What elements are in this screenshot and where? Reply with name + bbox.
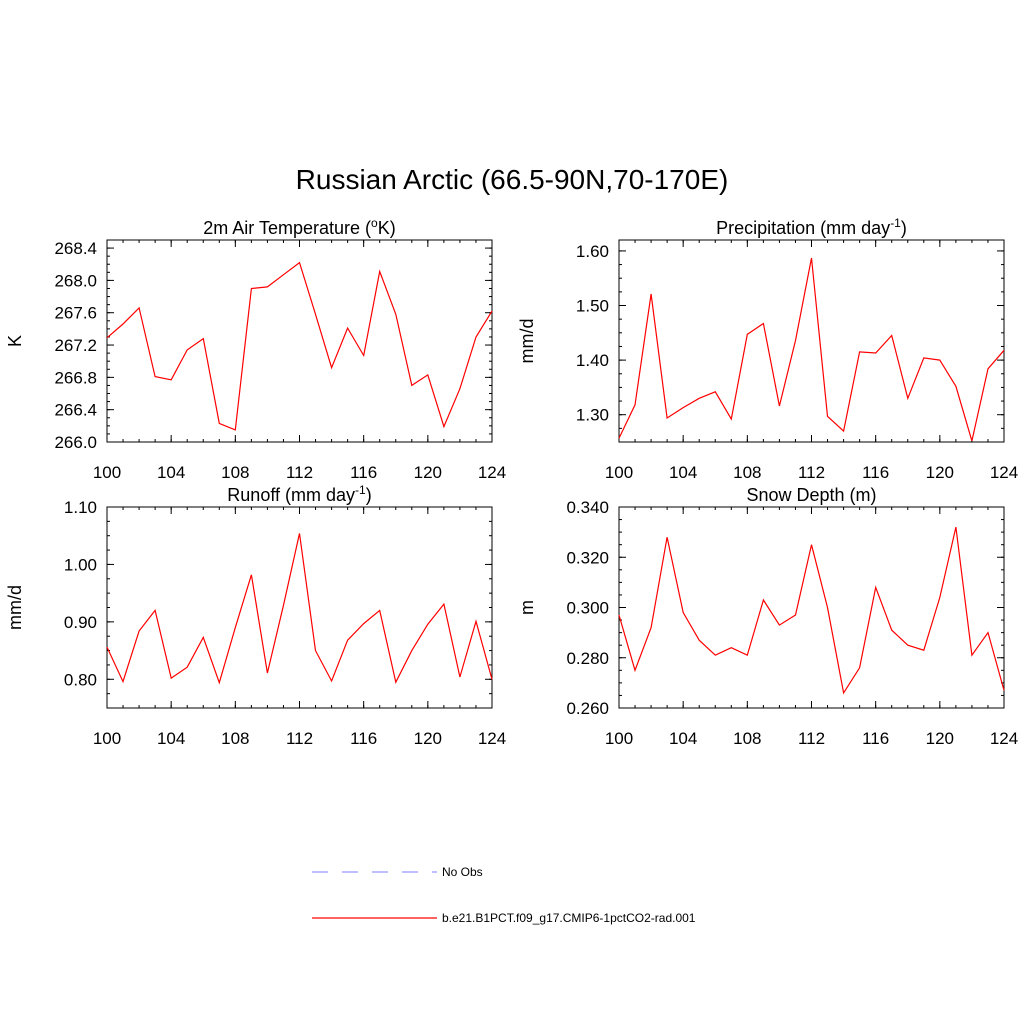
y-tick-label: 266.8: [54, 368, 97, 387]
panel-title: 2m Air Temperature (oK): [203, 216, 395, 238]
x-tick-label: 120: [926, 463, 954, 482]
panel-precipitation: 100 104 108 112 116 120 124 1.30 1.40 1.50 1.60 mm/…: [517, 216, 1018, 482]
panel-air-temperature: 100 104 108 112 116 120 124 266.0 266.4 266.8 267.…: [5, 216, 506, 482]
series-line: [106, 261, 493, 431]
y-tick-label: 0.320: [566, 548, 609, 567]
x-tick-label: 100: [93, 729, 121, 748]
panel-title: Precipitation (mm day-1): [716, 216, 907, 238]
panel-runoff: 100 104 108 112 116 120 124 0.80 0.90 1.00 1.10 mm/…: [5, 483, 506, 748]
panel-title: Snow Depth (m): [746, 485, 876, 505]
y-tick-label: 0.280: [566, 649, 609, 668]
x-tick-label: 124: [990, 729, 1018, 748]
panel-title: Runoff (mm day-1): [227, 483, 371, 505]
y-tick-label: 1.00: [64, 555, 97, 574]
x-tick-label: 120: [414, 463, 442, 482]
x-tick-label: 124: [990, 463, 1018, 482]
y-tick-label: 1.40: [576, 351, 609, 370]
y-tick-label: 268.4: [54, 239, 97, 258]
y-tick-label: 0.340: [566, 498, 609, 517]
y-tick-label: 1.10: [64, 498, 97, 517]
x-tick-label: 124: [478, 463, 506, 482]
plot-frame: [106, 239, 493, 443]
series-line: [106, 533, 493, 685]
y-tick-label: 0.260: [566, 699, 609, 718]
x-tick-label: 112: [286, 463, 313, 482]
x-tick-label: 100: [605, 729, 633, 748]
legend-item: No Obs: [312, 865, 483, 879]
figure-title: Russian Arctic (66.5-90N,70-170E): [295, 164, 729, 195]
y-tick-label: 267.6: [54, 304, 97, 323]
x-tick-label: 116: [350, 729, 377, 748]
x-tick-label: 120: [414, 729, 442, 748]
legend-label: No Obs: [442, 865, 483, 879]
x-tick-label: 108: [221, 729, 249, 748]
x-tick-label: 100: [605, 463, 633, 482]
y-tick-label: 268.0: [54, 271, 97, 290]
y-axis-label: K: [5, 335, 25, 347]
y-tick-label: 1.30: [576, 406, 609, 425]
y-axis-label: m: [517, 600, 537, 615]
y-tick-label: 267.2: [54, 336, 97, 355]
y-tick-label: 1.50: [576, 297, 609, 316]
y-tick-label: 266.4: [54, 401, 97, 420]
legend-label: b.e21.B1PCT.f09_g17.CMIP6-1pctCO2-rad.00…: [442, 911, 696, 925]
y-axis-label: mm/d: [5, 585, 25, 630]
plot-frame: [618, 506, 1005, 709]
y-tick-label: 266.0: [54, 433, 97, 452]
x-tick-label: 112: [798, 729, 825, 748]
x-tick-label: 112: [798, 463, 825, 482]
x-tick-label: 104: [669, 463, 697, 482]
x-tick-label: 104: [157, 729, 185, 748]
series-line: [618, 526, 1005, 695]
x-tick-label: 124: [478, 729, 506, 748]
x-tick-label: 108: [221, 463, 249, 482]
y-axis-label: mm/d: [517, 319, 537, 364]
x-tick-label: 120: [926, 729, 954, 748]
panel-snow-depth: 100 104 108 112 116 120 124 0.260 0.280 0.300 0.32…: [517, 485, 1018, 748]
y-tick-label: 1.60: [576, 242, 609, 261]
x-tick-label: 116: [862, 463, 889, 482]
legend-item: b.e21.B1PCT.f09_g17.CMIP6-1pctCO2-rad.00…: [312, 911, 696, 925]
x-tick-label: 116: [350, 463, 377, 482]
x-tick-label: 108: [733, 729, 761, 748]
x-tick-label: 104: [669, 729, 697, 748]
x-tick-label: 104: [157, 463, 185, 482]
x-tick-label: 100: [93, 463, 121, 482]
x-tick-label: 108: [733, 463, 761, 482]
x-tick-label: 112: [286, 729, 313, 748]
series-line: [618, 257, 1005, 442]
y-tick-label: 0.90: [64, 613, 97, 632]
x-tick-label: 116: [862, 729, 889, 748]
y-tick-label: 0.300: [566, 599, 609, 618]
y-tick-label: 0.80: [64, 670, 97, 689]
